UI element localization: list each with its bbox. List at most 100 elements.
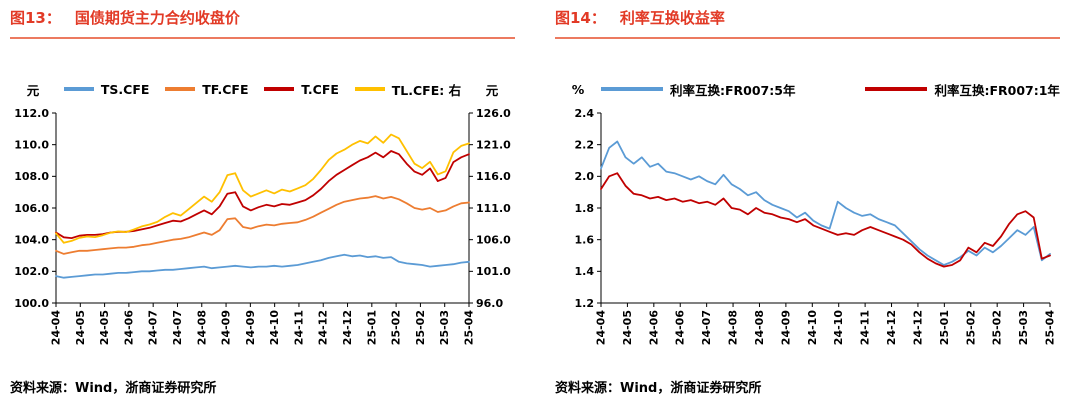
legend-label: T.CFE <box>301 81 339 97</box>
x-tick-label: 24-09 <box>779 310 792 345</box>
series-line-利率互换:FR007:1年 <box>600 172 1051 268</box>
x-tick-label: 24-08 <box>727 310 740 345</box>
treasury-futures-line-chart: 100.0 102.0 104.0 106.0 108.0 110.0 112.0 96.0 1… <box>14 107 511 346</box>
legend-label: 利率互换:FR007:5年 <box>670 82 796 98</box>
x-tick-label: 24-05 <box>98 310 111 345</box>
legend-marker <box>865 87 928 91</box>
y-tick-label: 100.0 <box>14 297 49 310</box>
series-line-TF.CFE <box>55 195 470 255</box>
y-tick-label: 104.0 <box>14 234 49 247</box>
y-tick-label: 2.4 <box>575 107 595 120</box>
y-tick-label: 101.0 <box>476 265 511 278</box>
y-tick-label: 112.0 <box>14 107 49 120</box>
y-tick-label: 111.0 <box>476 202 511 215</box>
x-tick-label: 24-09 <box>244 310 257 345</box>
right-axis-unit: 元 <box>485 82 499 98</box>
x-tick-label: 24-10 <box>268 310 281 346</box>
y-tick-label: 102.0 <box>14 265 49 278</box>
legend-item: T.CFE <box>264 82 339 97</box>
figure-13-title: 图13： 国债期货主力合约收盘价 <box>10 8 515 29</box>
figure-14-title-text: 利率互换收益率 <box>619 9 725 27</box>
legend-marker <box>601 87 663 91</box>
x-tick-label: 24-08 <box>195 310 208 345</box>
legend-item: 利率互换:FR007:1年 <box>865 80 1060 99</box>
legend-marker <box>63 87 94 91</box>
y-tick-label: 126.0 <box>476 107 511 120</box>
x-tick-label: 24-07 <box>147 310 160 345</box>
figure-14-number: 图14： <box>555 9 606 27</box>
legend-item: TS.CFE <box>63 81 150 97</box>
series-line-TS.CFE <box>55 253 470 279</box>
figure-13-title-text: 国债期货主力合约收盘价 <box>74 9 240 27</box>
x-tick-label: 24-12 <box>885 310 898 345</box>
y-tick-label: 106.0 <box>14 202 49 215</box>
y-tick-label: 1.4 <box>575 265 595 278</box>
legend-label: TL.CFE: 右 <box>391 82 462 98</box>
figure-13-legend-row: 元 TS.CFE TF.CFE T.CFE TL.CFE: 右 元 <box>10 79 515 99</box>
figure-14-source-note: 资料来源：Wind，浙商证券研究所 <box>555 381 762 396</box>
x-tick-label: 25-02 <box>390 310 403 345</box>
x-tick-label: 24-11 <box>292 310 305 345</box>
figure-13-source-note: 资料来源：Wind，浙商证券研究所 <box>10 381 217 396</box>
figure-14-title: 图14： 利率互换收益率 <box>555 8 1060 29</box>
y-tick-label: 121.0 <box>476 139 511 152</box>
figure-13-legend: TS.CFE TF.CFE T.CFE TL.CFE: 右 <box>56 80 469 99</box>
x-tick-label: 25-04 <box>463 310 476 346</box>
title-underline <box>555 37 1060 39</box>
figure-14-panel: 图14： 利率互换收益率 % 利率互换:FR007:5年 利率互换:FR007:1年… <box>555 8 1060 396</box>
legend-label: 利率互换:FR007:1年 <box>934 82 1060 98</box>
x-tick-label: 24-10 <box>806 310 819 346</box>
y-tick-label: 1.8 <box>575 202 595 215</box>
x-tick-label: 24-07 <box>700 310 713 345</box>
legend-marker <box>354 87 385 91</box>
figure-13-number: 图13： <box>10 9 61 27</box>
series-line-TL.CFE: 右 <box>55 133 470 244</box>
y-tick-label: 96.0 <box>476 297 503 310</box>
x-tick-label: 25-03 <box>438 310 451 345</box>
x-tick-label: 24-04 <box>50 310 63 346</box>
x-tick-label: 24-10 <box>832 310 845 346</box>
x-tick-label: 24-06 <box>674 310 687 346</box>
figure-13-panel: 图13： 国债期货主力合约收盘价 元 TS.CFE TF.CFE T.CFE TL.CF… <box>10 8 515 396</box>
legend-item: 利率互换:FR007:5年 <box>601 80 795 99</box>
left-axis-unit: % <box>571 81 585 97</box>
series-line-利率互换:FR007:5年 <box>600 140 1051 266</box>
x-tick-label: 24-04 <box>595 310 608 346</box>
x-tick-label: 25-04 <box>1044 310 1057 346</box>
x-tick-label: 25-02 <box>414 310 427 345</box>
y-tick-label: 110.0 <box>14 139 49 152</box>
x-tick-label: 24-11 <box>859 310 872 345</box>
x-tick-label: 24-09 <box>220 310 233 345</box>
left-axis-unit: 元 <box>26 82 40 98</box>
y-tick-label: 2.0 <box>575 170 595 183</box>
legend-label: TS.CFE <box>100 81 150 97</box>
x-tick-label: 25-01 <box>938 310 951 345</box>
y-tick-label: 116.0 <box>476 170 511 183</box>
x-tick-label: 25-01 <box>365 310 378 345</box>
y-tick-label: 1.6 <box>575 234 595 247</box>
x-tick-label: 24-05 <box>621 310 634 345</box>
y-tick-label: 106.0 <box>476 234 511 247</box>
title-underline <box>10 37 515 39</box>
x-tick-label: 24-06 <box>647 310 660 346</box>
legend-item: TL.CFE: 右 <box>354 80 462 99</box>
x-tick-label: 25-03 <box>1017 310 1030 345</box>
figure-14-legend: 利率互换:FR007:5年 利率互换:FR007:1年 <box>601 80 1060 99</box>
x-tick-label: 24-06 <box>122 310 135 346</box>
x-tick-label: 24-07 <box>171 310 184 345</box>
y-tick-label: 108.0 <box>14 170 49 183</box>
x-tick-label: 24-12 <box>317 310 330 345</box>
legend-item: TF.CFE <box>165 82 248 97</box>
x-tick-label: 24-08 <box>753 310 766 345</box>
x-tick-label: 24-12 <box>341 310 354 345</box>
legend-marker <box>165 87 196 91</box>
x-tick-label: 25-02 <box>964 310 977 345</box>
x-tick-label: 24-12 <box>911 310 924 345</box>
y-tick-label: 1.2 <box>575 297 595 310</box>
x-tick-label: 25-02 <box>991 310 1004 345</box>
interest-rate-swap-line-chart: 1.2 1.4 1.6 1.8 2.0 2.2 2.4 24-04 24-05 24-06 24-0… <box>575 107 1057 346</box>
legend-label: TF.CFE <box>202 81 249 97</box>
y-tick-label: 2.2 <box>575 139 595 152</box>
x-tick-label: 24-05 <box>74 310 87 345</box>
figure-14-legend-row: % 利率互换:FR007:5年 利率互换:FR007:1年 <box>555 79 1060 99</box>
